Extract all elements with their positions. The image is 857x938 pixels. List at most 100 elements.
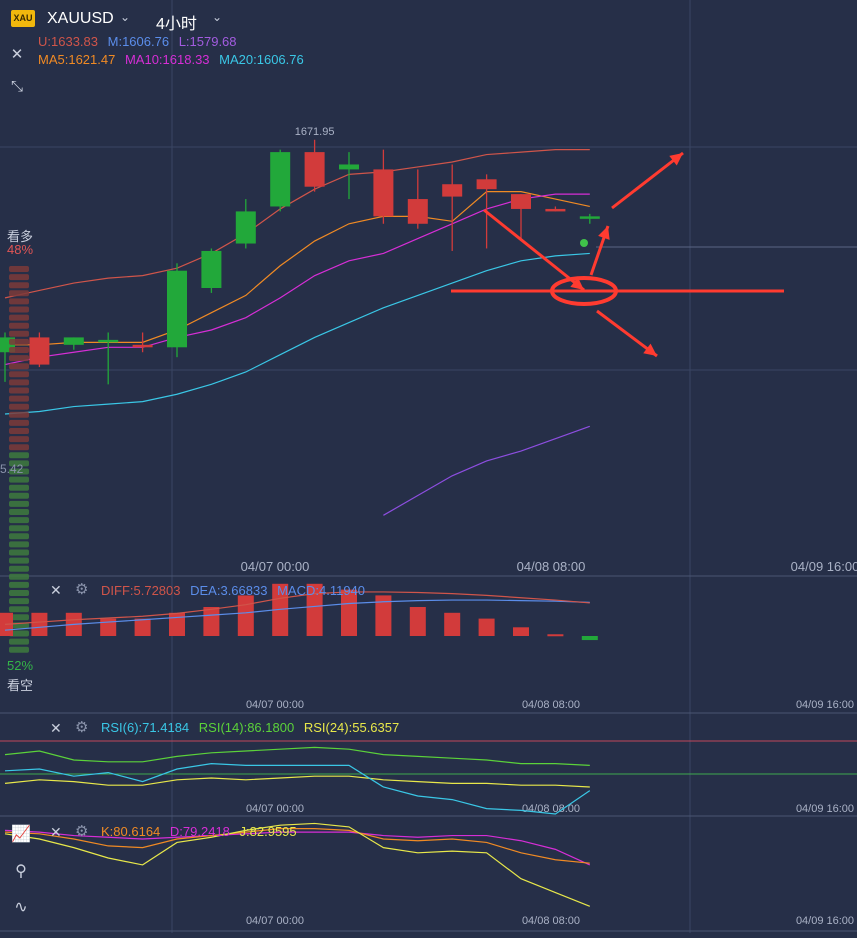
sentiment-segment	[9, 371, 29, 378]
sentiment-segment	[9, 614, 29, 621]
rsi6-line	[4, 762, 591, 815]
sentiment-segment	[9, 395, 29, 402]
rsi24-line	[4, 775, 590, 788]
candle-body	[339, 164, 359, 170]
rsi24-value: RSI(24):55.6357	[303, 720, 400, 735]
macd-bar	[134, 618, 151, 636]
time-axis-label: 04/07 00:00	[246, 699, 304, 711]
sentiment-segment	[9, 638, 29, 645]
pulse-icon[interactable]: ∿	[14, 899, 28, 916]
candle-body	[579, 216, 600, 219]
boll-lower-line	[383, 425, 591, 516]
candle-body	[373, 169, 394, 217]
boll-legend: U:1633.83 M:1606.76 L:1579.68	[38, 34, 243, 49]
sentiment-segment	[9, 598, 29, 605]
sentiment-segment	[9, 363, 29, 370]
time-axis-label: 04/08 08:00	[522, 915, 580, 927]
macd-dea-value: DEA:3.66833	[190, 583, 268, 598]
chevron-down-icon[interactable]: ⌄	[212, 10, 223, 24]
ma-legend: MA5:1621.47 MA10:1618.33 MA20:1606.76	[38, 52, 310, 67]
ma5-value: MA5:1621.47	[38, 52, 116, 67]
sentiment-segment	[9, 306, 29, 313]
close-icon[interactable]: ✕	[10, 46, 24, 63]
collapse-icon[interactable]: ⤡	[10, 78, 23, 95]
candle-body	[442, 184, 463, 197]
sentiment-segment	[9, 549, 29, 556]
candle-body	[270, 152, 291, 207]
annotation-arrow-up-head	[669, 153, 683, 166]
macd-legend: DIFF:5.72803 DEA:3.66833 MACD:4.11940	[101, 583, 371, 598]
candle-body	[167, 270, 187, 348]
sentiment-segment	[9, 509, 29, 515]
kdj-k-line	[4, 828, 590, 864]
close-icon[interactable]: ✕	[50, 582, 62, 598]
boll-lower-value: L:1579.68	[178, 34, 237, 49]
sentiment-segment	[9, 347, 29, 353]
kdj-legend: K:80.6164 D:79.2418 J:82.9595	[101, 824, 303, 839]
candle-body	[545, 208, 566, 212]
gear-icon[interactable]: ⚙	[75, 719, 89, 736]
sentiment-segment	[9, 581, 29, 588]
sentiment-segment	[9, 282, 29, 289]
kdj-d-line	[4, 829, 591, 866]
sentiment-segment	[9, 452, 29, 459]
close-icon[interactable]: ✕	[50, 720, 62, 736]
macd-bar	[409, 607, 426, 636]
rsi14-value: RSI(14):86.1800	[198, 720, 295, 735]
candle-body	[98, 339, 119, 343]
close-icon[interactable]: ✕	[50, 824, 62, 840]
side-value: 5.42	[0, 462, 24, 476]
candle-body	[407, 199, 428, 224]
sentiment-segment	[9, 525, 29, 532]
sentiment-segment	[9, 460, 29, 467]
chevron-down-icon[interactable]: ⌄	[120, 10, 131, 24]
candle-body	[132, 344, 153, 348]
interval-selector[interactable]: 4小时	[156, 16, 197, 33]
sentiment-segment	[9, 476, 29, 483]
time-axis-label: 04/09 16:00	[796, 699, 854, 711]
gear-icon[interactable]: ⚙	[75, 823, 89, 840]
sentiment-segment	[9, 444, 29, 451]
macd-bar	[306, 583, 323, 636]
sentiment-segment	[9, 387, 29, 394]
sentiment-segment	[9, 298, 29, 305]
sentiment-segment	[9, 565, 29, 572]
chart-tool-icon[interactable]: 📈	[11, 826, 31, 843]
symbol-logo: XAU	[11, 10, 35, 27]
time-axis-label: 04/07 00:00	[241, 559, 310, 574]
ma10-value: MA10:1618.33	[124, 52, 210, 67]
macd-bar	[581, 636, 598, 641]
sentiment-segment	[9, 533, 29, 540]
rsi-legend: RSI(6):71.4184 RSI(14):86.1800 RSI(24):5…	[101, 720, 405, 735]
candle-body	[476, 179, 497, 190]
macd-bar	[169, 612, 185, 636]
top-bar: XAU XAUUSD ⌄ 4小时 ⌄	[0, 0, 857, 36]
gear-icon[interactable]: ⚙	[75, 581, 89, 598]
rsi14-line	[4, 746, 590, 766]
time-axis-label: 04/09 16:00	[796, 915, 854, 927]
sentiment-segment	[9, 541, 29, 548]
sentiment-segment	[9, 314, 29, 321]
high-price-label: 1671.95	[295, 126, 335, 138]
candle-body	[304, 152, 325, 187]
candle-body	[511, 194, 531, 209]
sentiment-segment	[9, 274, 29, 281]
sentiment-segment	[9, 492, 29, 499]
annotation-arrow-up	[611, 151, 684, 210]
macd-diff-line	[4, 591, 590, 625]
draw-tool-icon[interactable]: ⚲	[15, 863, 27, 880]
time-axis-label: 04/09 16:00	[796, 803, 854, 815]
bull-percent: 48%	[6, 242, 34, 257]
sentiment-segment	[9, 500, 29, 507]
sentiment-segment	[9, 573, 29, 580]
macd-bar	[478, 618, 495, 636]
symbol-selector[interactable]: XAUUSD	[47, 10, 114, 27]
time-axis-label: 04/09 16:00	[791, 559, 857, 574]
rsi6-value: RSI(6):71.4184	[101, 720, 190, 735]
time-axis-label: 04/08 08:00	[522, 699, 580, 711]
macd-bar	[203, 607, 220, 636]
macd-dea-line	[4, 599, 590, 631]
kdj-k-value: K:80.6164	[101, 824, 161, 839]
